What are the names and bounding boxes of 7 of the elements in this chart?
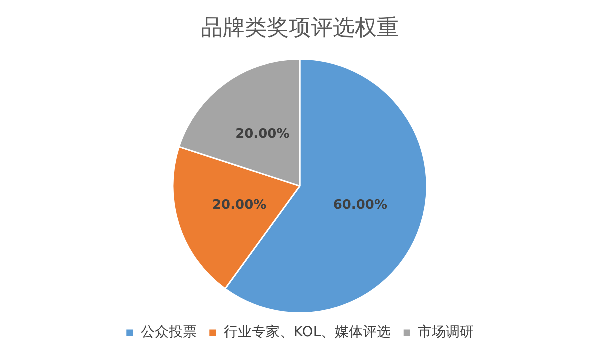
legend-label: 行业专家、KOL、媒体评选	[224, 324, 392, 341]
data-label: 60.00%	[333, 198, 388, 214]
chart-title: 品牌类奖项评选权重	[201, 16, 399, 41]
data-label: 20.00%	[236, 127, 290, 142]
legend-label: 公众投票	[140, 324, 197, 341]
data-label: 20.00%	[212, 198, 267, 214]
legend-label: 市场调研	[418, 324, 474, 341]
